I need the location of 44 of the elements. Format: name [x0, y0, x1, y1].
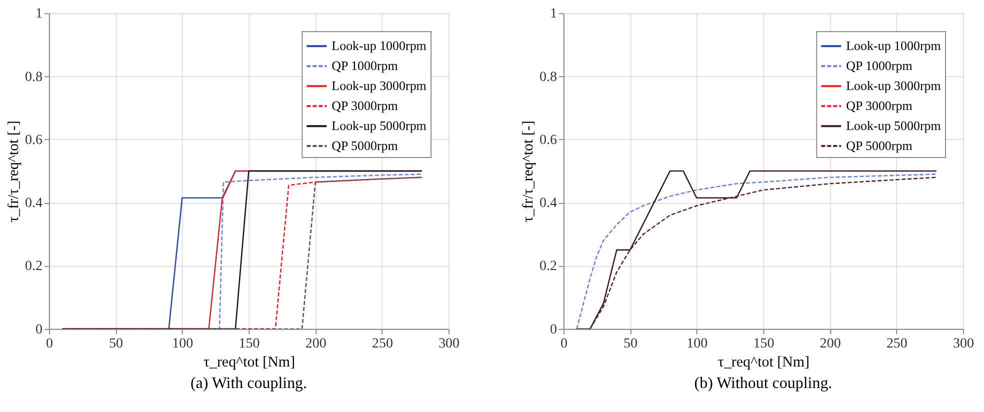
x-tick-label: 0 — [560, 336, 568, 352]
x-tick-label: 50 — [624, 336, 638, 352]
x-tick-label: 150 — [238, 336, 260, 352]
x-tick-label: 100 — [172, 336, 194, 352]
legend-label: QP 5000rpm — [846, 138, 912, 154]
y-tick-label: 0.8 — [24, 70, 42, 85]
y-axis-title: τ_fr/τ_req^tot [-] — [520, 120, 536, 222]
x-tick-label: 200 — [820, 336, 841, 352]
y-axis-title: τ_fr/τ_req^tot [-] — [6, 120, 22, 222]
x-tick-label: 50 — [109, 336, 124, 352]
x-tick-label: 200 — [305, 336, 326, 352]
legend-label: QP 5000rpm — [332, 138, 398, 154]
legend-label: QP 3000rpm — [846, 98, 912, 114]
y-tick-label: 0 — [35, 322, 42, 338]
x-tick-label: 100 — [686, 336, 708, 352]
text: (a) With coupling. — [190, 374, 308, 392]
y-tick-label: 0.6 — [24, 132, 42, 148]
x-tick-label: 300 — [953, 336, 974, 352]
x-tick-label: 150 — [753, 336, 774, 352]
x-tick-label: 250 — [886, 336, 908, 352]
y-tick-label: 0.6 — [539, 132, 557, 148]
x-axis-title: τ_req^tot [Nm] — [718, 354, 810, 370]
legend-label: Look-up 1000rpm — [846, 38, 941, 54]
y-tick-label: 0.2 — [539, 259, 557, 274]
legend-label: QP 1000rpm — [332, 58, 398, 74]
y-tick-label: 0 — [550, 322, 557, 338]
legend-label: Look-up 5000rpm — [332, 118, 426, 134]
legend-label: Look-up 3000rpm — [846, 78, 941, 94]
y-tick-label: 1 — [550, 6, 557, 22]
x-axis-title: τ_req^tot [Nm] — [203, 354, 296, 370]
y-tick-label: 0.4 — [24, 196, 42, 212]
y-tick-label: 0.2 — [24, 259, 42, 274]
legend-label: QP 3000rpm — [332, 98, 398, 114]
legend-label: QP 1000rpm — [846, 58, 912, 74]
x-tick-label: 0 — [46, 336, 53, 352]
y-tick-label: 1 — [35, 6, 42, 22]
y-tick-label: 0.4 — [539, 196, 557, 212]
x-tick-label: 250 — [372, 336, 393, 352]
text: (b) Without coupling. — [694, 374, 832, 392]
legend-label: Look-up 3000rpm — [332, 78, 426, 94]
x-tick-label: 300 — [438, 336, 460, 352]
legend-label: Look-up 5000rpm — [846, 118, 941, 134]
y-tick-label: 0.8 — [539, 70, 557, 85]
legend-label: Look-up 1000rpm — [332, 38, 426, 54]
